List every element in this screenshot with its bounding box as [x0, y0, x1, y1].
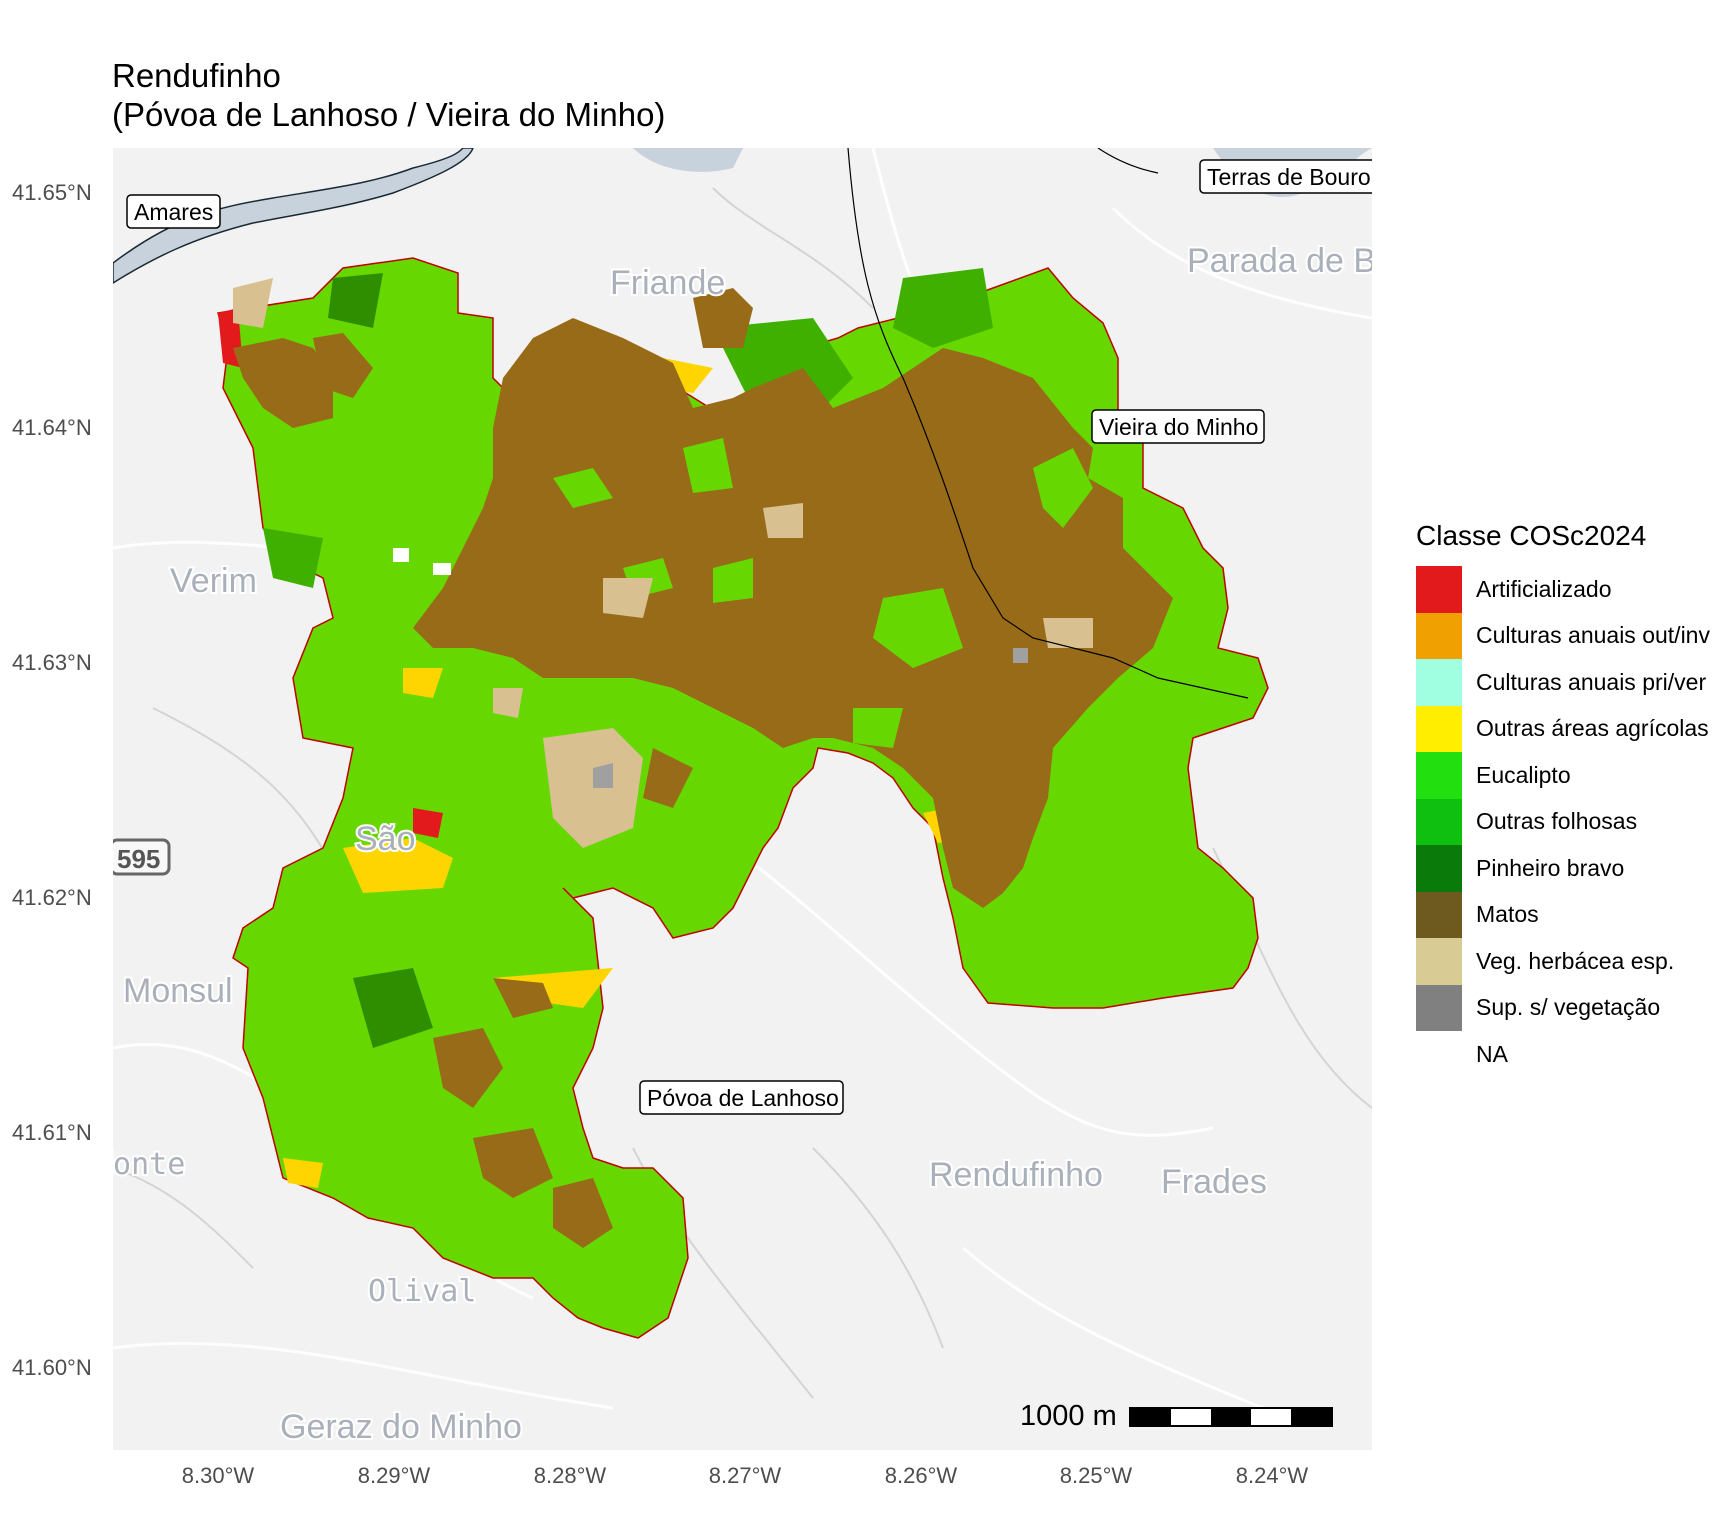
x-tick-1: 8.30°W — [181, 1463, 255, 1488]
legend-label: Culturas anuais out/inv — [1476, 622, 1710, 649]
y-tick-4: 41.62°N — [12, 885, 92, 910]
legend-swatch — [1416, 938, 1462, 985]
legend-label: Sup. s/ vegetação — [1476, 994, 1661, 1021]
povoa-lanhoso-box — [639, 1080, 844, 1115]
boxed-labels: Amares Terras de Bouro Vieira do Minho P… — [126, 159, 1372, 1115]
label-amares: Amares — [134, 199, 213, 225]
x-tick-7: 8.24°W — [1235, 1463, 1309, 1488]
scale-seg-3 — [1210, 1408, 1251, 1425]
title-line-1: Rendufinho — [112, 57, 281, 94]
legend-items: Artificializado Culturas anuais out/inv Cu… — [1416, 566, 1710, 1078]
place-geraz: Geraz do Minho — [280, 1408, 522, 1446]
legend-swatch — [1416, 798, 1462, 845]
legend-item: Outras áreas agrícolas — [1416, 705, 1710, 752]
basemap-place-names: Friande Verim Monsul São Monte Olival Ge… — [113, 240, 1372, 1448]
legend-item: Culturas anuais out/inv — [1416, 612, 1710, 659]
legend-swatch — [1416, 612, 1462, 659]
legend-item: Matos — [1416, 891, 1710, 938]
legend-swatch — [1416, 984, 1462, 1031]
x-tick-3: 8.28°W — [533, 1463, 607, 1488]
y-tick-2: 41.64°N — [12, 415, 92, 440]
amares-box — [126, 194, 221, 229]
y-tick-3: 41.63°N — [12, 650, 92, 675]
x-tick-4: 8.27°W — [708, 1463, 782, 1488]
place-friande: Friande — [610, 264, 725, 302]
legend-title: Classe COSc2024 — [1416, 520, 1647, 551]
legend-label: Artificializado — [1476, 575, 1612, 602]
legend-label: Pinheiro bravo — [1476, 854, 1625, 881]
legend-label: Outras folhosas — [1476, 808, 1638, 835]
legend-label: Eucalipto — [1476, 761, 1571, 788]
scale-bar: 1000 m — [1020, 1400, 1333, 1433]
label-terras-bouro: Terras de Bouro — [1207, 164, 1371, 190]
legend-label: Matos — [1476, 901, 1539, 928]
scale-seg-4 — [1250, 1408, 1291, 1425]
legend-item: Artificializado — [1416, 566, 1710, 613]
map-panel[interactable]: Friande Verim Monsul São Monte Olival Ge… — [113, 148, 1372, 1450]
scale-seg-1 — [1130, 1408, 1171, 1425]
land-cover-raster[interactable] — [217, 257, 1269, 1339]
legend-item: Sup. s/ vegetação — [1416, 984, 1710, 1031]
y-tick-5: 41.61°N — [12, 1120, 92, 1145]
boundary-north — [1097, 148, 1159, 174]
y-tick-1: 41.65°N — [12, 180, 92, 205]
label-vieira-minho: Vieira do Minho — [1099, 414, 1258, 440]
scale-bar-label: 1000 m — [1020, 1400, 1117, 1432]
map-title: Rendufinho (Póvoa de Lanhoso / Vieira do… — [112, 56, 665, 134]
place-monsul: Monsul — [123, 972, 233, 1010]
legend-item: Pinheiro bravo — [1416, 845, 1710, 892]
place-olival: Olival — [368, 1274, 476, 1309]
place-frades: Frades — [1161, 1163, 1267, 1201]
label-povoa-lanhoso: Póvoa de Lanhoso — [647, 1085, 839, 1111]
river-north — [633, 148, 743, 172]
legend-label: Veg. herbácea esp. — [1476, 947, 1675, 974]
legend-item: Outras folhosas — [1416, 798, 1710, 845]
place-verim: Verim — [170, 562, 257, 600]
place-rendufinho: Rendufinho — [929, 1156, 1103, 1194]
scale-seg-5 — [1290, 1408, 1331, 1425]
place-sao: São — [355, 820, 416, 858]
place-road595: 595 — [117, 844, 160, 874]
municipal-boundary — [847, 148, 1249, 699]
legend-label: Culturas anuais pri/ver — [1476, 668, 1707, 695]
legend-swatch — [1416, 845, 1462, 892]
scale-seg-2 — [1170, 1408, 1211, 1425]
legend-swatch — [1416, 891, 1462, 938]
legend-swatch — [1416, 659, 1462, 706]
vieira-minho-box — [1091, 409, 1265, 444]
legend-swatch — [1416, 705, 1462, 752]
legend: Classe COSc2024 Artificializado Culturas … — [1416, 520, 1710, 1078]
scale-bar-graphic — [1128, 1406, 1333, 1427]
legend-item: NA — [1416, 1031, 1710, 1078]
legend-swatch — [1416, 752, 1462, 799]
legend-label: NA — [1476, 1040, 1508, 1067]
legend-label: Outras áreas agrícolas — [1476, 715, 1709, 742]
y-tick-6: 41.60°N — [12, 1355, 92, 1380]
x-tick-5: 8.26°W — [884, 1463, 958, 1488]
title-line-2: (Póvoa de Lanhoso / Vieira do Minho) — [112, 96, 666, 133]
river — [113, 148, 474, 284]
legend-item: Culturas anuais pri/ver — [1416, 659, 1710, 706]
map-canvas[interactable]: Friande Verim Monsul São Monte Olival Ge… — [113, 148, 1372, 1450]
x-tick-2: 8.29°W — [357, 1463, 431, 1488]
road-595-shield — [113, 838, 171, 876]
legend-swatch — [1416, 566, 1462, 613]
terras-bouro-box — [1199, 159, 1372, 194]
place-monte: Monte — [113, 1147, 185, 1182]
legend-item: Eucalipto — [1416, 752, 1710, 799]
x-tick-6: 8.25°W — [1059, 1463, 1133, 1488]
legend-item: Veg. herbácea esp. — [1416, 938, 1710, 985]
legend-swatch — [1416, 1031, 1462, 1078]
place-parada: Parada de B — [1187, 242, 1372, 280]
